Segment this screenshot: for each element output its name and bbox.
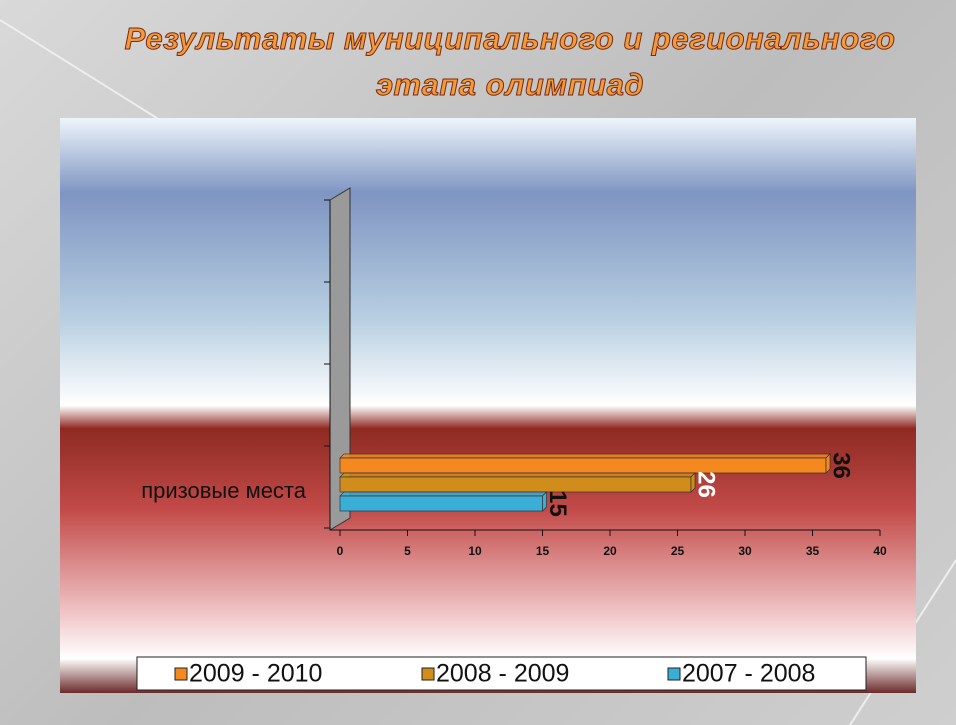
decor-line bbox=[0, 19, 161, 121]
x-tick-label: 35 bbox=[806, 544, 820, 558]
legend-swatch bbox=[667, 667, 681, 681]
legend-label: 2007 - 2008 bbox=[682, 660, 815, 688]
bar bbox=[339, 457, 827, 474]
x-tick-label: 20 bbox=[603, 544, 617, 558]
data-label: 15 bbox=[544, 490, 571, 517]
bar-end bbox=[825, 453, 831, 474]
bar-top bbox=[339, 453, 831, 459]
bar bbox=[339, 476, 692, 493]
x-tick-label: 5 bbox=[404, 544, 411, 558]
bar-top bbox=[339, 472, 696, 478]
chart-area bbox=[60, 118, 916, 693]
data-label: 26 bbox=[693, 471, 720, 498]
x-tick-label: 0 bbox=[337, 544, 344, 558]
bar-top bbox=[339, 491, 548, 497]
x-tick-label: 15 bbox=[536, 544, 550, 558]
chart-title: Результаты муниципального и региональног… bbox=[124, 21, 896, 103]
x-tick-label: 30 bbox=[738, 544, 752, 558]
legend-label: 2008 - 2009 bbox=[436, 660, 569, 688]
legend-box bbox=[136, 656, 867, 691]
data-label: 36 bbox=[828, 452, 855, 479]
bar bbox=[339, 495, 543, 512]
x-tick-label: 25 bbox=[671, 544, 685, 558]
legend-swatch bbox=[421, 667, 435, 681]
bar-end bbox=[542, 491, 547, 512]
legend-label: 2009 - 2010 bbox=[189, 660, 322, 688]
bar-end bbox=[690, 472, 696, 493]
category-label: призовые места bbox=[141, 478, 307, 503]
legend-swatch bbox=[174, 667, 188, 681]
x-tick-label: 10 bbox=[468, 544, 482, 558]
x-tick-label: 40 bbox=[873, 544, 887, 558]
